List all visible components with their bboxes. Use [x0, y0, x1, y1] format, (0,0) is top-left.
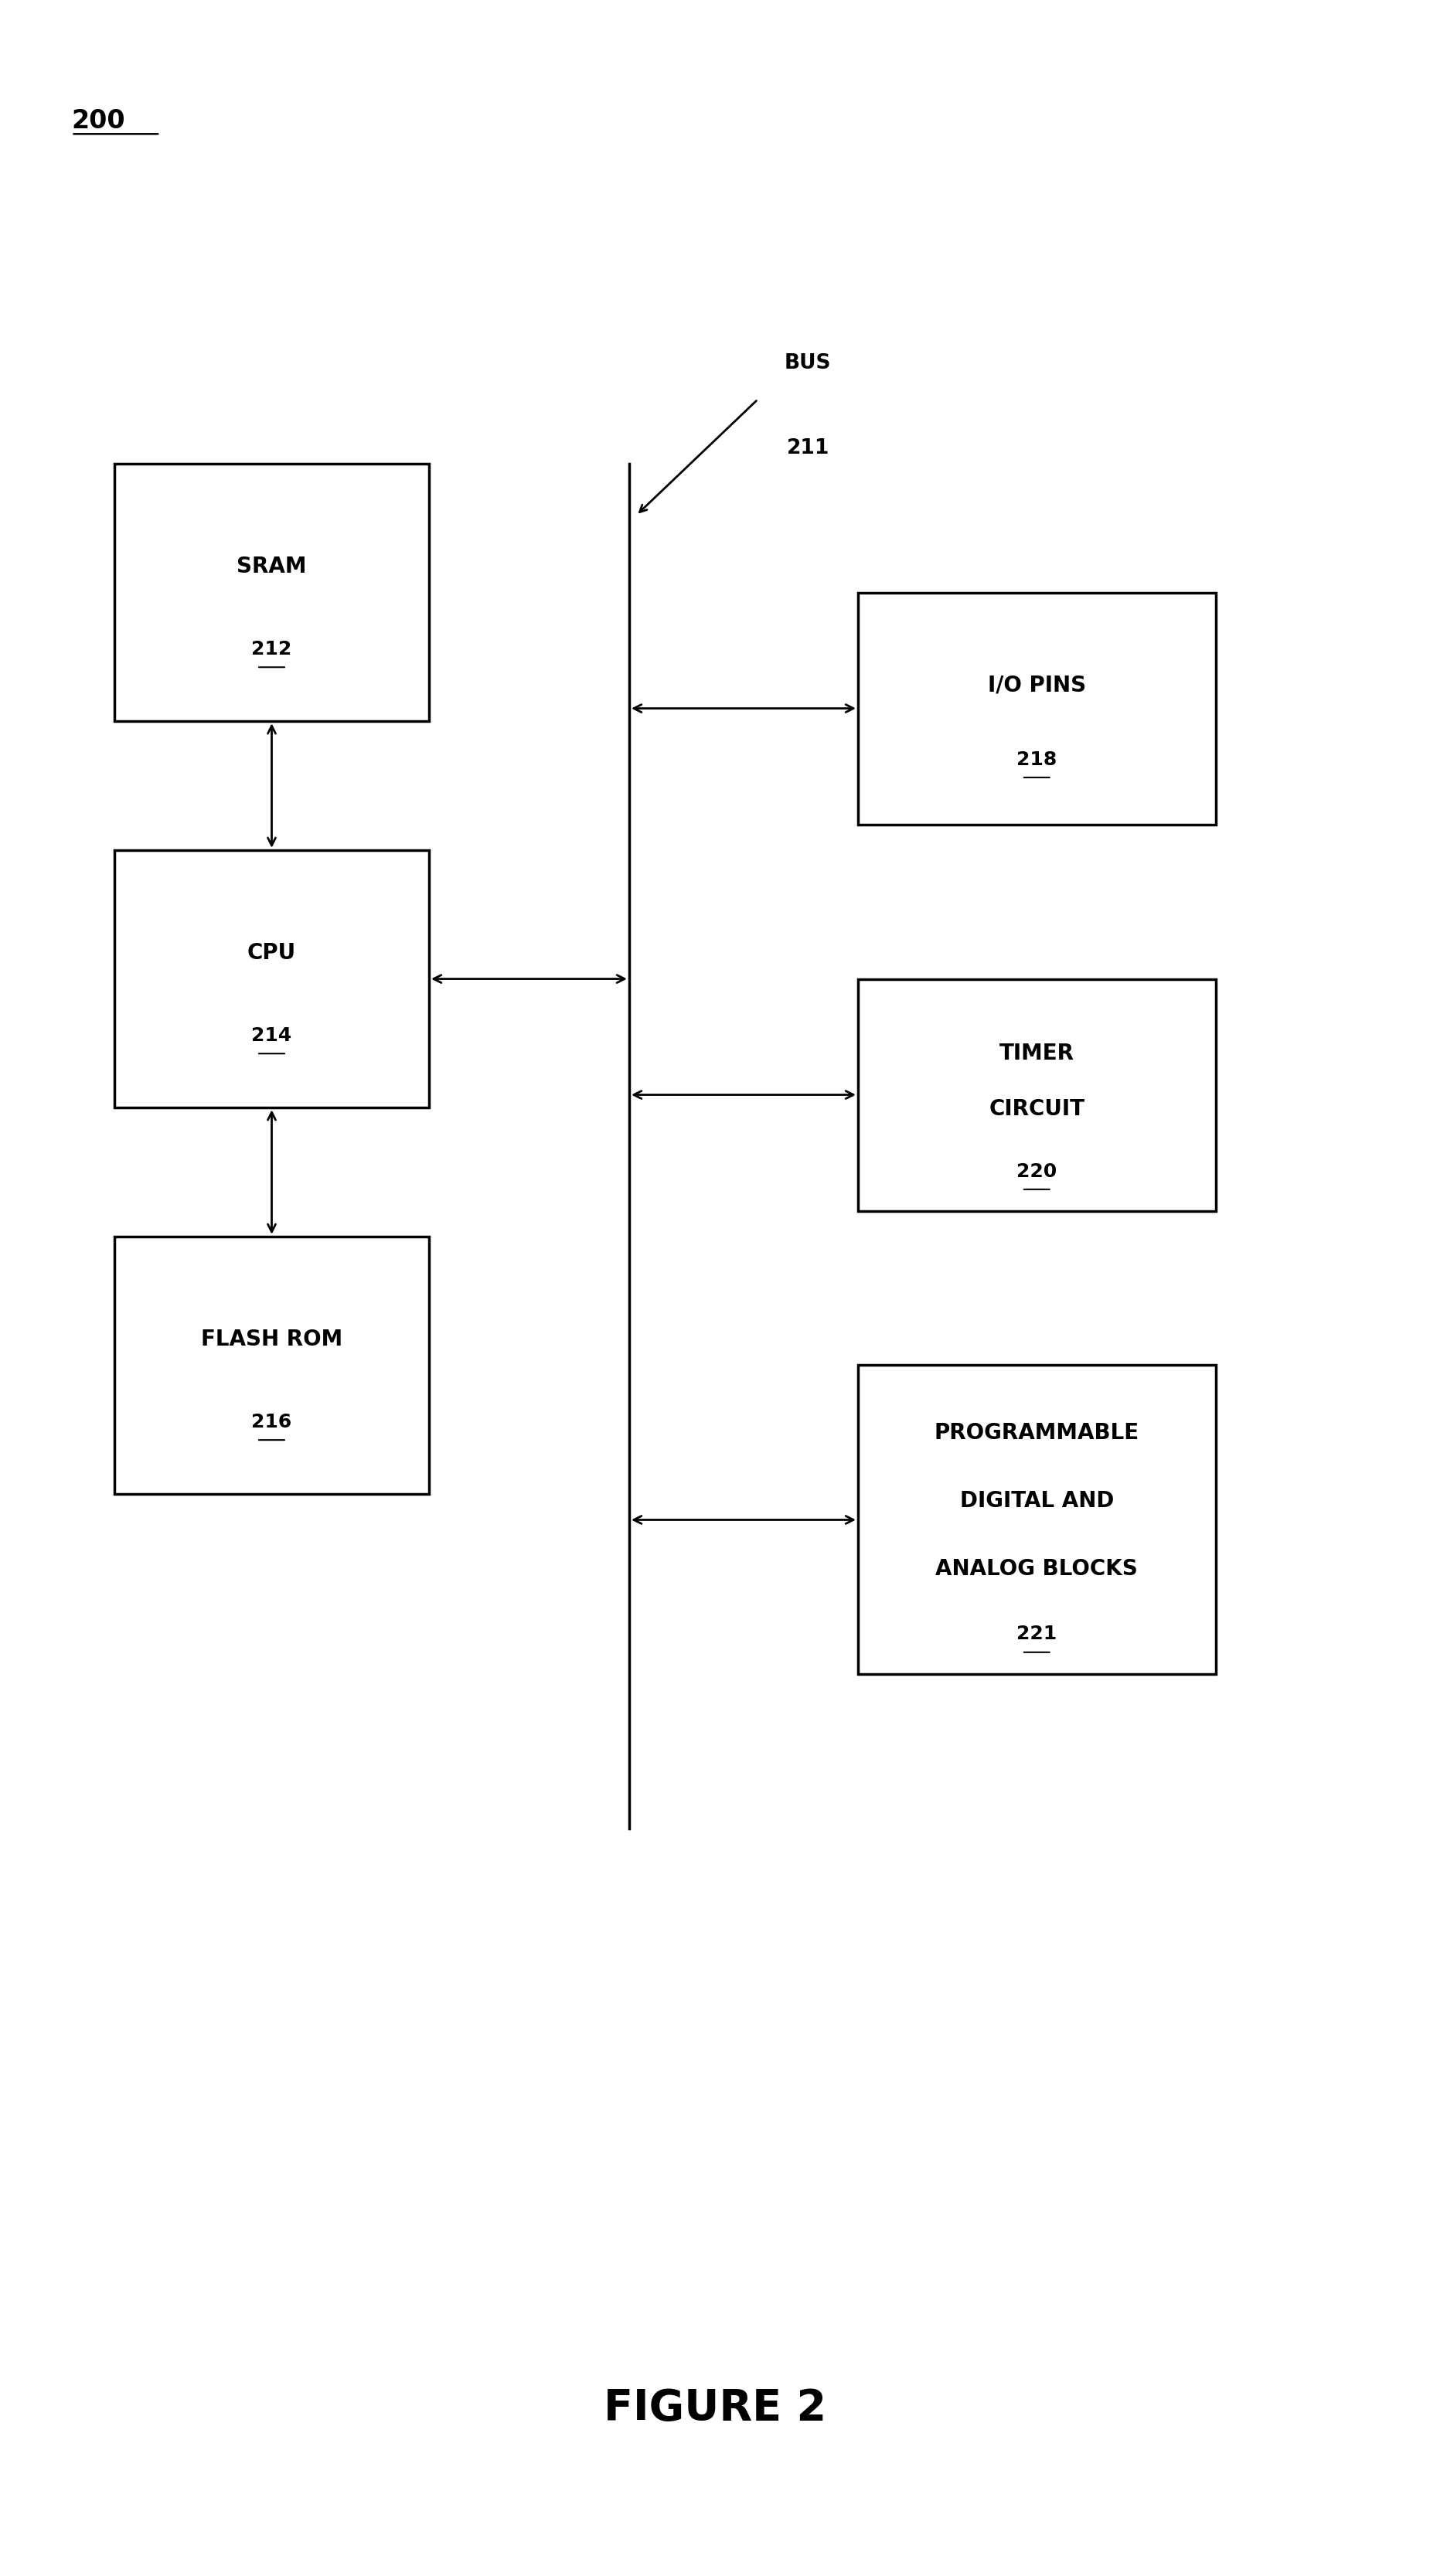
- Bar: [114, 464, 429, 721]
- Bar: [114, 1236, 429, 1494]
- Text: FIGURE 2: FIGURE 2: [603, 2388, 827, 2429]
- Text: BUS: BUS: [785, 353, 831, 374]
- Text: CPU: CPU: [247, 943, 296, 963]
- Text: 211: 211: [787, 438, 829, 459]
- Bar: [114, 850, 429, 1108]
- Bar: [858, 979, 1216, 1211]
- Text: 218: 218: [1017, 750, 1057, 768]
- Text: 221: 221: [1017, 1625, 1057, 1643]
- Bar: [858, 1365, 1216, 1674]
- Text: 200: 200: [72, 108, 126, 134]
- Text: 214: 214: [252, 1025, 292, 1046]
- Text: 212: 212: [252, 639, 292, 659]
- Text: ANALOG BLOCKS: ANALOG BLOCKS: [935, 1558, 1138, 1579]
- Text: 216: 216: [252, 1412, 292, 1432]
- Text: 220: 220: [1017, 1162, 1057, 1180]
- Text: I/O PINS: I/O PINS: [988, 675, 1085, 696]
- Text: CIRCUIT: CIRCUIT: [988, 1097, 1085, 1121]
- Text: DIGITAL AND: DIGITAL AND: [960, 1492, 1114, 1512]
- Text: FLASH ROM: FLASH ROM: [200, 1329, 343, 1350]
- Text: TIMER: TIMER: [1000, 1043, 1074, 1064]
- Text: SRAM: SRAM: [237, 556, 306, 577]
- Text: PROGRAMMABLE: PROGRAMMABLE: [934, 1422, 1140, 1445]
- Bar: [858, 592, 1216, 824]
